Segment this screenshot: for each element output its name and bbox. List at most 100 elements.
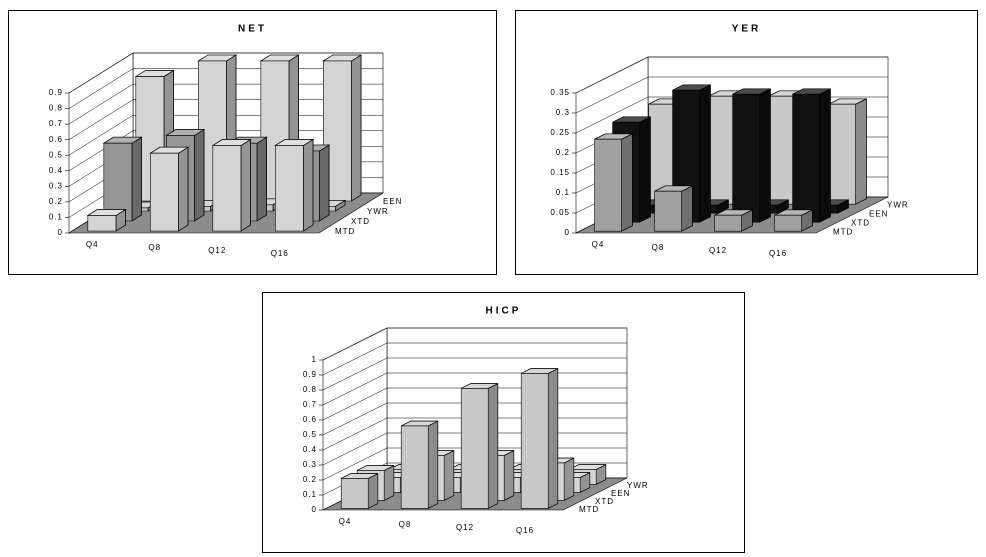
bar [520, 368, 559, 509]
x-tick-label: Q8 [652, 243, 665, 252]
chart-box: YER 0 0.05 0.1 0.15 0.2 0.25 0.3 0.35 Q4 Q8 Q12 Q16 M… [515, 10, 978, 275]
bar [149, 146, 190, 232]
bar-front [714, 214, 742, 232]
bar-front [340, 478, 369, 509]
x-tick-label: Q4 [339, 517, 352, 526]
bar-front [828, 103, 856, 205]
y-tick-label: 0.1 [303, 490, 317, 499]
bar-front [87, 215, 117, 232]
bar-side-shade [319, 144, 330, 222]
grid-line [68, 130, 383, 171]
chart: NET 0 0.1 0.2 0.3 0.4 0.5 0.6 0.7 0.8 0.9 Q4 Q8 Q12 Q1… [49, 24, 402, 258]
x-tick-label: Q12 [709, 246, 727, 255]
x-tick-label: Q16 [516, 526, 534, 535]
y-tick-label: 0.3 [303, 460, 317, 469]
y-tick-label: 0.25 [550, 128, 570, 137]
bar-side-shade [256, 136, 267, 222]
bar-front [654, 190, 682, 232]
bar-side-shade [443, 450, 455, 501]
x-tick-label: Q12 [456, 523, 474, 532]
chart-box: HICP 0 0.1 0.2 0.3 0.4 0.5 0.6 0.7 0.8 0.9 1 Q4 Q8 Q12… [262, 292, 745, 553]
bar-front [708, 95, 736, 205]
bar [86, 208, 127, 232]
bar-front [103, 142, 133, 222]
bar [211, 138, 252, 232]
grid-line [68, 68, 383, 109]
y-tick-label: 0.2 [556, 148, 570, 157]
bar [400, 420, 439, 509]
bar [274, 138, 315, 232]
x-tick-label: Q4 [86, 240, 99, 249]
bar-front [460, 388, 489, 509]
y-tick-label: 0.6 [49, 135, 63, 144]
bar-side-shade [621, 133, 633, 232]
bar-side-shade [427, 420, 439, 509]
y-tick-label: 0.3 [556, 108, 570, 117]
bar-side-shade [303, 138, 314, 232]
y-tick-label: 0.8 [49, 104, 63, 113]
y-tick-label: 0.8 [303, 385, 317, 394]
depth-label: XTD [351, 217, 370, 226]
chart-title: HICP [486, 306, 522, 317]
grid-line [575, 56, 888, 94]
bar-front [768, 95, 796, 205]
bar [714, 209, 753, 232]
x-tick-label: Q8 [399, 520, 412, 529]
chart: YER 0 0.05 0.1 0.15 0.2 0.25 0.3 0.35 Q4 Q8 Q12 Q16 M… [550, 24, 907, 258]
bar-side-shade [240, 138, 251, 232]
bar [750, 199, 789, 214]
y-tick-label: 0.1 [556, 188, 570, 197]
y-tick-label: 0.2 [303, 475, 317, 484]
y-tick-label: 0.05 [550, 208, 570, 217]
depth-label: MTD [335, 227, 355, 236]
y-tick-label: 0.35 [550, 88, 570, 97]
grid-line [68, 114, 383, 156]
bar-side-shade [194, 128, 205, 222]
depth-label: EEN [383, 197, 402, 206]
y-tick-label: 0.3 [49, 181, 63, 190]
depth-label: MTD [579, 505, 599, 514]
bar [460, 383, 499, 509]
bar [102, 136, 143, 222]
grid-line [322, 327, 627, 361]
bar-side-shade [819, 88, 831, 223]
depth-label: MTD [833, 228, 853, 237]
y-tick-label: 0.2 [49, 197, 63, 206]
bar-front [774, 214, 802, 232]
y-tick-label: 0.6 [303, 415, 317, 424]
x-tick-label: Q12 [208, 246, 226, 255]
bar [322, 54, 363, 202]
bar-front [212, 145, 242, 232]
bar-front [400, 425, 429, 509]
bar-side-shade [681, 185, 693, 232]
y-tick-label: 0.7 [303, 400, 317, 409]
bar-front [275, 145, 304, 232]
chart-title: NET [238, 24, 267, 35]
bar-side-shade [367, 473, 379, 509]
bar-side-shade [178, 146, 189, 232]
chart-box: NET 0 0.1 0.2 0.3 0.4 0.5 0.6 0.7 0.8 0.9 Q4 Q8 Q12 Q1… [8, 10, 497, 275]
bar-front [594, 138, 622, 232]
bar [828, 98, 867, 205]
bar [732, 88, 771, 223]
chart-title: YER [732, 24, 762, 35]
x-tick-label: Q8 [148, 243, 161, 252]
depth-label: YWR [367, 207, 389, 216]
bar-side-shade [131, 136, 142, 222]
y-tick-label: 0.1 [49, 213, 63, 222]
x-tick-label: Q4 [592, 240, 605, 249]
y-tick-label: 0.7 [49, 119, 63, 128]
bar-front [150, 152, 179, 232]
x-tick-label: Q16 [769, 249, 787, 258]
grid-line [68, 52, 383, 94]
y-tick-label: 0 [58, 228, 63, 237]
y-tick-label: 0.4 [303, 445, 317, 454]
bar [594, 133, 633, 232]
y-tick-label: 0.5 [303, 430, 317, 439]
bar-side-shade [563, 457, 575, 501]
y-tick-label: 0 [565, 228, 570, 237]
y-tick-label: 0.5 [49, 150, 63, 159]
bar-front [520, 373, 549, 509]
y-tick-label: 1 [312, 355, 317, 364]
